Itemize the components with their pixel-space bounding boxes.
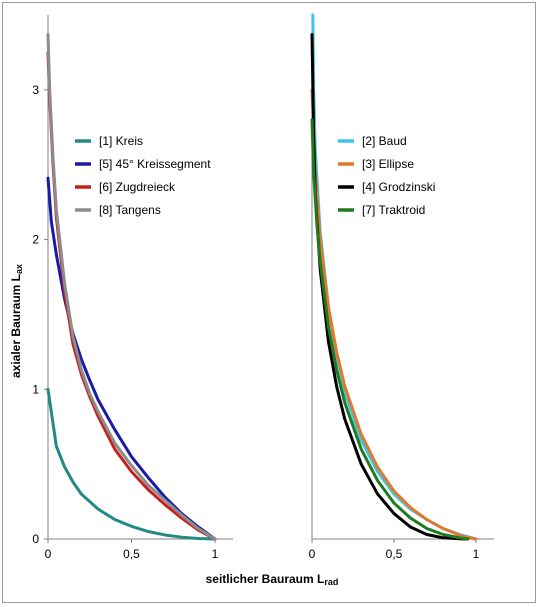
x-tick-label: 1 — [473, 547, 480, 561]
x-tick-label: 0 — [309, 547, 316, 561]
legend-label: [7] Traktroid — [362, 203, 425, 217]
series-line-3-ellipse — [310, 88, 478, 541]
x-axis-label-main: seitlicher Bauraum L — [206, 572, 325, 586]
x-axis-label-sub: rad — [324, 577, 338, 587]
series-line-8-tangens — [46, 32, 217, 541]
y-tick-label: 3 — [32, 83, 39, 97]
series-line-4-grodzinski — [310, 32, 470, 541]
y-tick-label: 2 — [32, 233, 39, 247]
legend-label: [8] Tangens — [99, 203, 161, 217]
series-line-7-traktroid — [310, 118, 470, 541]
series-line-2-baud — [311, 13, 478, 541]
x-tick-label: 0,5 — [123, 547, 140, 561]
series-line-1-kreis — [46, 387, 217, 541]
left-panel: 0 0,5 1 0 1 2 3 [1] Kreis [5] 45° Kreissegment [6… — [32, 15, 233, 561]
x-tick-label: 0,5 — [386, 547, 403, 561]
x-tick-label: 0 — [45, 547, 52, 561]
y-axis-label: axialer Bauraum Lax — [9, 264, 24, 378]
y-axis-label-sub: ax — [14, 264, 24, 274]
chart-canvas: 0 0,5 1 0 1 2 3 [1] Kreis [5] 45° Kreissegment [6… — [9, 13, 494, 587]
x-axis-label: seitlicher Bauraum Lrad — [206, 572, 339, 587]
chart-frame: 0 0,5 1 0 1 2 3 [1] Kreis [5] 45° Kreissegment [6… — [2, 2, 536, 603]
legend-label: [6] Zugdreieck — [99, 180, 176, 194]
right-panel: 0 0,5 1 [2] Baud [3] Ellipse [4] Grodzinski [7… — [309, 13, 494, 561]
x-tick-label: 1 — [212, 547, 219, 561]
legend-label: [5] 45° Kreissegment — [99, 157, 211, 171]
legend-label: [2] Baud — [362, 134, 407, 148]
legend-label: [1] Kreis — [99, 134, 143, 148]
legend-label: [4] Grodzinski — [362, 180, 435, 194]
y-tick-label: 1 — [32, 382, 39, 396]
y-tick-label: 0 — [32, 532, 39, 546]
y-axis-label-main: axialer Bauraum L — [9, 274, 23, 378]
legend-label: [3] Ellipse — [362, 157, 414, 171]
series-line-5-45-kreissegment — [46, 176, 217, 541]
